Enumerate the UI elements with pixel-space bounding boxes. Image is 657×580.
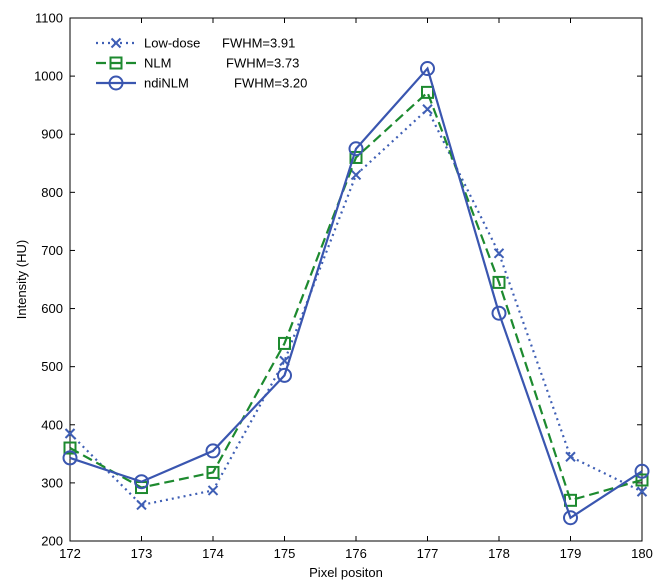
data-point xyxy=(64,428,76,439)
legend-fwhm: FWHM=3.20 xyxy=(234,76,307,91)
x-tick-label: 175 xyxy=(274,546,296,561)
data-point xyxy=(422,104,433,115)
y-tick-label: 1000 xyxy=(34,69,63,84)
data-point xyxy=(634,463,650,479)
data-point xyxy=(421,85,434,99)
x-tick-label: 172 xyxy=(59,546,81,561)
y-tick-label: 1100 xyxy=(35,11,63,26)
data-point xyxy=(134,474,149,490)
legend-entry: NLM FWHM=3.73 xyxy=(96,56,299,71)
y-axis-label: Intensity (HU) xyxy=(14,240,29,319)
y-tick-label: 200 xyxy=(41,534,63,549)
series-layer xyxy=(62,61,650,526)
axes: 172 173 174 175 176 177 178 179 180 200 300 400 500 6… xyxy=(14,11,653,580)
x-tick-label: 176 xyxy=(345,546,367,561)
series-line xyxy=(69,90,643,502)
x-axis-label: Pixel positon xyxy=(309,565,383,580)
legend-marker xyxy=(109,56,123,70)
data-point xyxy=(206,465,220,479)
data-point xyxy=(278,336,291,350)
y-tick-label: 600 xyxy=(41,301,63,316)
legend-marker xyxy=(108,75,124,91)
x-tick-label: 174 xyxy=(202,546,224,561)
legend-label: NLM xyxy=(144,56,171,71)
series-low-dose xyxy=(64,104,648,511)
legend-label: Low-dose xyxy=(144,36,200,51)
y-tick-label: 700 xyxy=(41,243,63,258)
y-tick-label: 400 xyxy=(41,417,63,432)
data-point xyxy=(491,305,507,321)
y-tick-label: 900 xyxy=(41,127,63,142)
series-ndinlm xyxy=(62,61,650,526)
x-tick-label: 173 xyxy=(131,546,153,561)
data-point xyxy=(63,441,77,455)
legend-entry: ndiNLM FWHM=3.20 xyxy=(96,75,307,91)
data-point xyxy=(207,485,219,496)
data-point xyxy=(565,451,576,462)
y-tick-label: 800 xyxy=(41,185,63,200)
y-tick-label: 500 xyxy=(41,359,63,374)
legend-label: ndiNLM xyxy=(144,76,189,91)
data-point xyxy=(348,141,364,157)
series-line xyxy=(69,107,643,507)
legend: Low-dose FWHM=3.91 NLM FWHM=3.73 ndiNLM FWHM=… xyxy=(96,36,307,91)
x-tick-label: 179 xyxy=(560,546,582,561)
x-tick-label: 180 xyxy=(631,546,653,561)
data-point xyxy=(350,169,362,181)
y-tick-label: 300 xyxy=(41,475,63,490)
data-point xyxy=(636,486,648,497)
data-point xyxy=(205,443,221,459)
plot-frame xyxy=(69,17,643,542)
legend-fwhm: FWHM=3.73 xyxy=(226,56,299,71)
data-point xyxy=(563,510,578,526)
series-line xyxy=(69,66,643,520)
x-tick-label: 178 xyxy=(488,546,510,561)
data-point xyxy=(493,248,505,259)
data-point xyxy=(62,450,78,466)
legend-entry: Low-dose FWHM=3.91 xyxy=(96,36,295,51)
legend-marker xyxy=(110,37,122,49)
data-point xyxy=(492,275,506,289)
data-point xyxy=(635,473,649,487)
legend-fwhm: FWHM=3.91 xyxy=(222,36,295,51)
data-point xyxy=(136,499,147,511)
data-point xyxy=(420,61,435,77)
data-point xyxy=(277,367,292,383)
x-tick-label: 177 xyxy=(417,546,439,561)
